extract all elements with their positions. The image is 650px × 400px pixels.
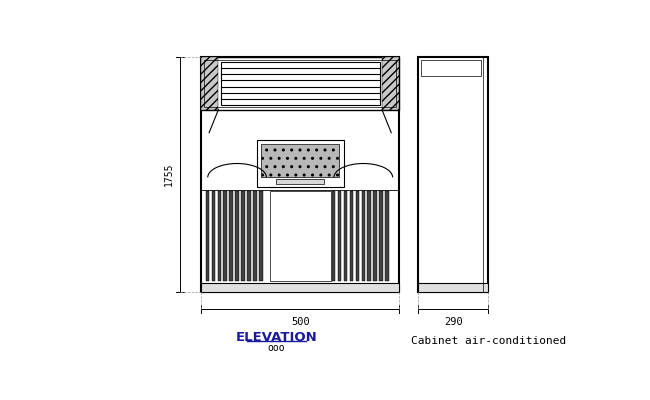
Bar: [218, 191, 221, 280]
Bar: [261, 144, 339, 177]
Bar: [202, 57, 399, 292]
Text: 290: 290: [444, 317, 463, 327]
Text: Cabinet air-conditioned: Cabinet air-conditioned: [411, 336, 566, 346]
Bar: [229, 191, 233, 280]
Bar: [419, 57, 488, 292]
Bar: [212, 191, 215, 280]
Bar: [419, 283, 488, 292]
Bar: [224, 191, 227, 280]
Bar: [253, 191, 257, 280]
Text: 1755: 1755: [164, 163, 174, 186]
Bar: [361, 191, 365, 280]
Bar: [257, 140, 344, 187]
Bar: [205, 191, 209, 280]
Bar: [380, 191, 383, 280]
Bar: [373, 191, 377, 280]
Bar: [356, 191, 359, 280]
Bar: [350, 191, 353, 280]
Bar: [332, 191, 335, 280]
Text: ELEVATION: ELEVATION: [235, 331, 317, 344]
Bar: [202, 283, 399, 292]
Bar: [421, 60, 481, 76]
Bar: [235, 191, 239, 280]
Bar: [344, 191, 347, 280]
Bar: [202, 57, 399, 110]
Bar: [241, 191, 245, 280]
Bar: [270, 191, 331, 280]
Bar: [205, 60, 396, 106]
Bar: [338, 191, 341, 280]
Text: ooo: ooo: [268, 343, 285, 353]
Bar: [221, 62, 380, 105]
Bar: [247, 191, 251, 280]
Bar: [385, 191, 389, 280]
Bar: [382, 57, 399, 110]
Bar: [367, 191, 371, 280]
Bar: [276, 179, 324, 184]
Text: 500: 500: [291, 317, 309, 327]
Bar: [259, 191, 263, 280]
Bar: [202, 57, 218, 110]
